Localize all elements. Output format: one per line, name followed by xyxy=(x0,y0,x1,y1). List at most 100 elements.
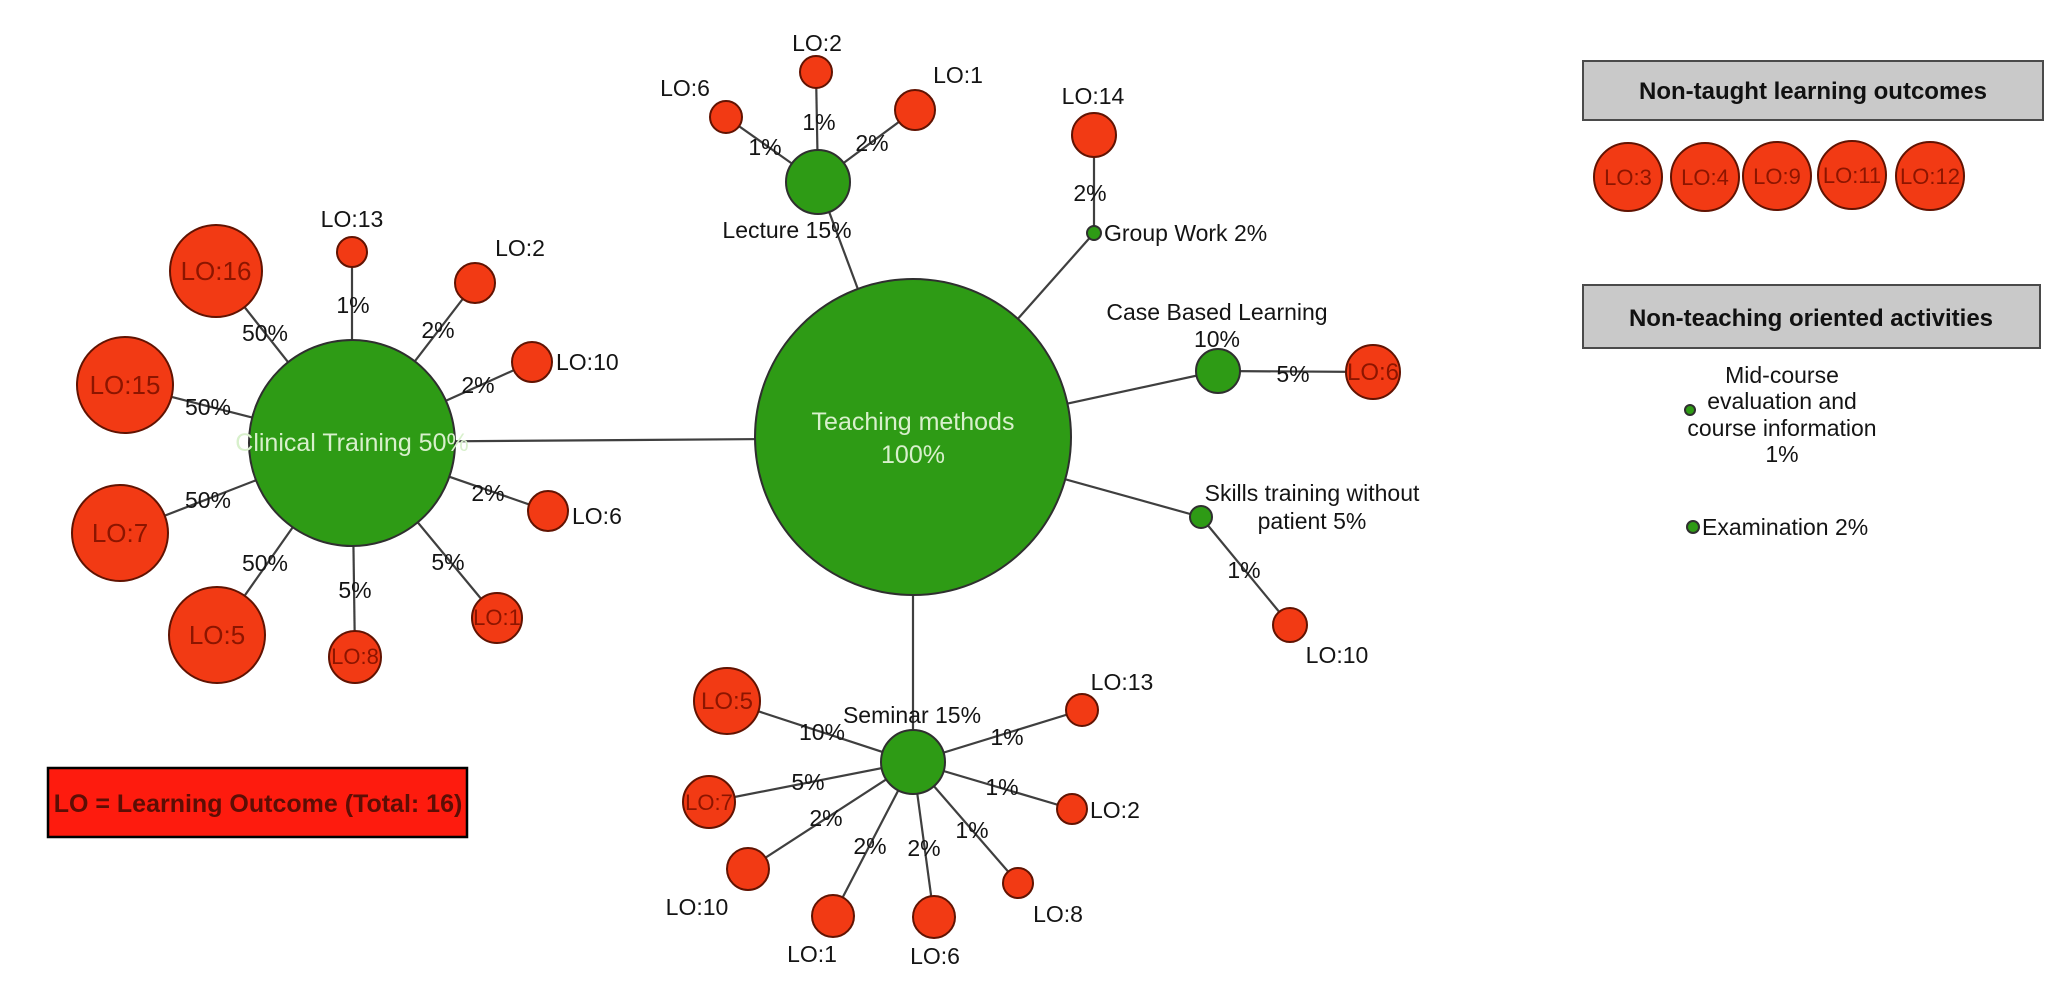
node-lecture-lo1 xyxy=(894,89,936,131)
case-based-label-line2: 10% xyxy=(1194,326,1240,352)
casebased-lo6-label: LO:6 xyxy=(1347,359,1399,386)
cluster-teaching-methods: Teaching methods 100% xyxy=(754,278,1072,596)
clinical-training-label: Clinical Training 50% xyxy=(235,429,468,457)
seminar-lo8-pct: 1% xyxy=(955,817,988,843)
examination-dot xyxy=(1686,520,1700,534)
clinical-lo16-pct: 50% xyxy=(242,320,288,346)
mid-course-line3: course information xyxy=(1687,415,1876,441)
node-seminar-lo8 xyxy=(1002,867,1034,899)
legend-lo9-label: LO:9 xyxy=(1753,164,1801,189)
clinical-lo13-label: LO:13 xyxy=(321,206,384,232)
node-clinical-lo15 xyxy=(76,336,174,434)
cluster-case-based-learning: Case Based Learning 10% LO:6 5% xyxy=(1106,299,1401,400)
node-seminar-lo10 xyxy=(726,847,770,891)
cluster-seminar: Seminar 15% LO:5 10% LO:7 5% LO:10 2% LO… xyxy=(666,667,1154,969)
node-seminar-lo13 xyxy=(1065,693,1099,727)
seminar-lo2-pct: 1% xyxy=(985,774,1018,800)
legend-non-teaching: Non-teaching oriented activities Mid-cou… xyxy=(1582,284,2041,540)
node-clinical-lo7 xyxy=(71,484,169,582)
legend-lo3-label: LO:3 xyxy=(1604,165,1652,190)
skills-lo10-label: LO:10 xyxy=(1306,642,1369,668)
edge-skills-lo10 xyxy=(1200,516,1291,626)
clinical-lo1-label: LO:1 xyxy=(473,605,521,630)
teaching-methods-label-line1: Teaching methods xyxy=(812,408,1015,436)
examination-label: Examination 2% xyxy=(1702,514,1868,540)
mid-course-line1: Mid-course xyxy=(1725,362,1839,388)
clinical-lo6-label: LO:6 xyxy=(572,503,622,529)
legend-non-teaching-box xyxy=(1582,284,2041,349)
cluster-lecture: Lecture 15% LO:6 1% LO:2 1% LO:1 2% xyxy=(660,30,983,243)
node-groupwork-lo14 xyxy=(1071,112,1117,158)
node-seminar-lo1 xyxy=(811,894,855,938)
node-clinical-lo1 xyxy=(471,592,523,644)
lecture-label: Lecture 15% xyxy=(722,217,851,243)
lecture-lo6-label: LO:6 xyxy=(660,75,710,101)
legend-node-lo4 xyxy=(1670,142,1740,212)
seminar-lo7-pct: 5% xyxy=(791,769,824,795)
clinical-lo13-pct: 1% xyxy=(336,292,369,318)
groupwork-lo14-pct: 2% xyxy=(1073,180,1106,206)
clinical-lo10-pct: 2% xyxy=(461,372,494,398)
seminar-lo6-pct: 2% xyxy=(907,835,940,861)
case-based-label-line1: Case Based Learning xyxy=(1106,299,1327,325)
cluster-group-work: Group Work 2% LO:14 2% xyxy=(1062,83,1268,246)
clinical-lo5-pct: 50% xyxy=(242,550,288,576)
seminar-label: Seminar 15% xyxy=(843,702,981,728)
clinical-lo8-pct: 5% xyxy=(338,577,371,603)
clinical-lo6-pct: 2% xyxy=(471,480,504,506)
clinical-lo1-pct: 5% xyxy=(431,549,464,575)
edge-seminar-lo7 xyxy=(708,760,914,804)
seminar-lo1-label: LO:1 xyxy=(787,941,837,967)
mid-course-line4: 1% xyxy=(1765,441,1798,467)
group-work-label: Group Work 2% xyxy=(1104,220,1267,246)
seminar-lo5-label: LO:5 xyxy=(701,688,753,715)
lecture-lo2-pct: 1% xyxy=(802,109,835,135)
seminar-lo13-label: LO:13 xyxy=(1091,669,1154,695)
seminar-lo1-pct: 2% xyxy=(853,833,886,859)
node-clinical-lo8 xyxy=(328,630,382,684)
mid-course-line2: evaluation and xyxy=(1707,388,1857,414)
legend-node-lo9 xyxy=(1742,141,1812,211)
node-clinical-lo16 xyxy=(169,224,263,318)
legend-non-taught-title: Non-taught learning outcomes xyxy=(1639,78,1987,105)
clinical-lo5-label: LO:5 xyxy=(189,620,245,650)
node-group-work xyxy=(1086,225,1102,241)
clinical-lo7-pct: 50% xyxy=(185,487,231,513)
node-skills-training xyxy=(1189,505,1213,529)
seminar-lo10-label: LO:10 xyxy=(666,894,729,920)
cluster-clinical-training: Clinical Training 50% LO:16 50% LO:15 50… xyxy=(71,206,622,684)
teaching-methods-label-line2: 100% xyxy=(881,441,945,469)
seminar-lo8-label: LO:8 xyxy=(1033,901,1083,927)
seminar-lo10-pct: 2% xyxy=(809,805,842,831)
lecture-lo2-label: LO:2 xyxy=(792,30,842,56)
clinical-lo8-label: LO:8 xyxy=(331,644,379,669)
legend-non-teaching-title: Non-teaching oriented activities xyxy=(1629,305,1993,332)
groupwork-lo14-label: LO:14 xyxy=(1062,83,1125,109)
key-note-box xyxy=(46,766,469,839)
node-skills-lo10 xyxy=(1272,607,1308,643)
clinical-lo15-pct: 50% xyxy=(185,394,231,420)
node-clinical-lo10 xyxy=(511,341,553,383)
legend-node-lo12 xyxy=(1895,141,1965,211)
node-clinical-lo13 xyxy=(336,236,368,268)
node-seminar-lo7 xyxy=(682,775,736,829)
node-clinical-lo5 xyxy=(168,586,266,684)
node-lecture-lo6 xyxy=(709,100,743,134)
clinical-lo16-label: LO:16 xyxy=(181,256,252,286)
clinical-lo7-label: LO:7 xyxy=(92,518,148,548)
node-casebased-lo6 xyxy=(1345,344,1401,400)
clinical-lo2-label: LO:2 xyxy=(495,235,545,261)
legend-node-lo11 xyxy=(1817,140,1887,210)
seminar-lo5-pct: 10% xyxy=(799,719,845,745)
skills-label-line1: Skills training without xyxy=(1205,480,1420,506)
legend-node-lo3 xyxy=(1593,142,1663,212)
node-clinical-lo2 xyxy=(454,262,496,304)
seminar-lo6-label: LO:6 xyxy=(910,943,960,969)
node-lecture-lo2 xyxy=(799,55,833,89)
lecture-lo6-pct: 1% xyxy=(748,134,781,160)
lecture-lo1-label: LO:1 xyxy=(933,62,983,88)
node-seminar-lo5 xyxy=(693,667,761,735)
skills-label-line2: patient 5% xyxy=(1258,508,1367,534)
node-lecture xyxy=(785,149,851,215)
node-teaching-methods xyxy=(754,278,1072,596)
